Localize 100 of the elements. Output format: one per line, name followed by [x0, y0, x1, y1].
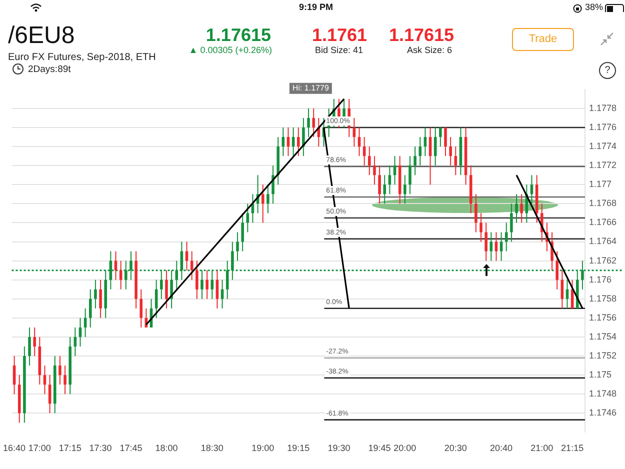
text: 9:19 PM	[299, 2, 334, 12]
y-tick-label: 1.1776	[589, 122, 617, 132]
candlestick	[241, 212, 244, 252]
candlestick	[484, 222, 488, 262]
candlestick	[114, 250, 118, 280]
candlestick	[530, 174, 534, 204]
candlestick	[368, 146, 371, 176]
x-tick-label: 19:00	[252, 443, 274, 454]
candlestick	[424, 126, 427, 157]
candlestick	[358, 126, 361, 157]
candlestick	[94, 279, 97, 309]
x-tick-label: 16:40	[3, 443, 26, 454]
candlestick	[515, 194, 518, 224]
x-tick-label: 20:00	[394, 443, 416, 454]
x-tick-label: 19:45	[368, 443, 391, 454]
candlestick	[566, 279, 569, 309]
candlestick	[454, 146, 458, 176]
chart-subtitle: Euro FX Futures, Sep-2018, ETH	[8, 52, 156, 63]
candlestick	[307, 108, 310, 138]
x-tick-label: 21:00	[530, 443, 554, 454]
candlestick	[286, 126, 290, 157]
x-tick-label: 20:40	[490, 443, 513, 454]
y-tick-label: 1.1762	[589, 255, 617, 266]
candlestick	[140, 288, 143, 328]
candlestick	[449, 136, 452, 166]
candlestick	[520, 194, 523, 224]
y-tick-label: 1.176	[589, 274, 612, 284]
candlestick	[220, 279, 224, 309]
candlestick	[504, 222, 508, 252]
candlestick	[266, 184, 270, 214]
candlestick	[414, 146, 416, 176]
candlestick	[393, 156, 396, 186]
candlestick	[439, 126, 442, 148]
text: 2Days:89t	[28, 64, 71, 75]
y-tick-label: 1.1772	[589, 160, 617, 170]
candlestick	[418, 136, 422, 166]
candlestick	[58, 356, 62, 386]
text: Ask Size: 6	[407, 45, 452, 55]
candlestick	[444, 126, 447, 157]
text: Bid Size: 41	[315, 45, 364, 55]
x-tick-label: 17:45	[120, 443, 142, 454]
candlestick	[99, 279, 102, 318]
candlestick	[510, 203, 513, 242]
candlestick	[261, 184, 264, 224]
candlestick	[43, 365, 46, 395]
candlestick	[383, 174, 386, 204]
candlestick	[88, 288, 92, 328]
candlestick	[84, 308, 87, 338]
y-tick-label: 1.1768	[589, 198, 617, 208]
candlestick	[302, 117, 305, 157]
y-tick-label: 1.1752	[589, 350, 617, 361]
candlestick	[74, 326, 77, 357]
chart-title: /6EU8	[8, 22, 75, 50]
candlestick	[474, 194, 478, 233]
candlestick	[296, 126, 300, 157]
candlestick	[388, 165, 392, 195]
candlestick	[494, 232, 498, 262]
text: Trade	[512, 28, 574, 51]
candlestick	[165, 270, 168, 309]
text: ?	[599, 62, 616, 79]
candlestick	[64, 365, 66, 395]
candlestick	[272, 165, 274, 204]
candlestick	[378, 165, 381, 204]
candlestick	[292, 126, 295, 157]
x-tick-label: 18:30	[200, 443, 224, 454]
x-tick-label: 20:30	[444, 443, 467, 454]
candlestick	[196, 260, 198, 300]
y-tick-label: 1.1764	[589, 236, 617, 246]
text: 1.17615	[206, 25, 271, 46]
y-tick-label: 1.175	[589, 370, 612, 380]
y-tick-label: 1.1754	[589, 331, 617, 342]
text: 38%	[585, 2, 604, 12]
y-tick-label: 1.1766	[589, 217, 617, 228]
x-tick-label: 17:30	[89, 443, 112, 454]
annotation: Hi: 1.1779	[292, 84, 330, 93]
y-tick-label: 1.1758	[589, 293, 617, 304]
candlestick	[206, 270, 208, 300]
candlestick	[352, 117, 356, 148]
candlestick	[556, 250, 558, 290]
candlestick	[480, 212, 482, 242]
candlestick	[404, 174, 406, 204]
candlestick	[185, 241, 188, 271]
candlestick	[190, 250, 194, 280]
y-tick-label: 1.1746	[589, 408, 617, 418]
y-tick-label: 1.1756	[589, 312, 617, 322]
candlestick	[500, 232, 503, 262]
candlestick	[373, 156, 376, 186]
y-tick-label: 1.1748	[589, 388, 617, 399]
candlestick	[119, 260, 122, 290]
candlestick	[28, 326, 31, 366]
x-tick-label: 19:30	[328, 443, 350, 454]
text: 1.1761	[312, 25, 368, 46]
candlestick	[490, 232, 493, 262]
x-tick-label: 18:00	[155, 443, 178, 454]
y-tick-label: 1.177	[589, 179, 612, 190]
candlestick	[312, 108, 315, 138]
x-tick-label: 21:15	[561, 443, 584, 454]
candlestick	[78, 317, 82, 347]
text: 1.17615	[389, 25, 454, 46]
y-tick-label: 1.1774	[589, 141, 617, 152]
